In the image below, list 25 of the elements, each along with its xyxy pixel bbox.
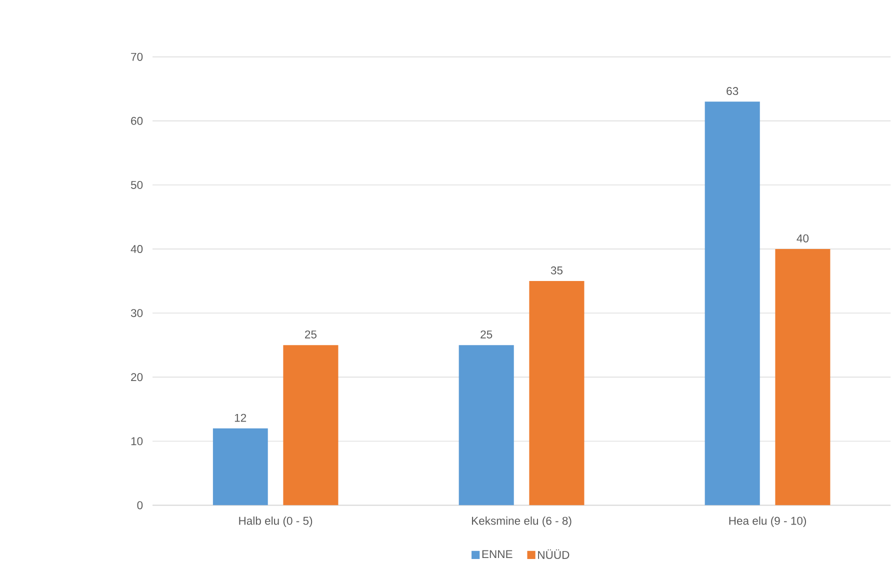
- y-tick-label: 30: [130, 308, 143, 317]
- y-tick-label: 50: [130, 180, 143, 189]
- y-tick-label: 40: [130, 244, 143, 253]
- legend-label: ENNE: [482, 550, 512, 558]
- data-label: 40: [796, 234, 809, 242]
- y-tick-label: 20: [131, 373, 143, 381]
- y-tick-label: 10: [131, 437, 143, 446]
- bar: [529, 280, 584, 506]
- bar: [458, 344, 514, 506]
- y-tick-label: 0: [137, 501, 143, 510]
- data-label: 35: [550, 266, 563, 274]
- bar: [283, 344, 338, 506]
- data-label: 63: [726, 86, 738, 95]
- bar: [212, 428, 268, 506]
- y-tick-label: 70: [131, 52, 143, 61]
- bar: [775, 248, 830, 506]
- data-label: 12: [234, 414, 246, 422]
- x-tick-label: Halb elu (0 - 5): [239, 516, 312, 527]
- bar: [704, 102, 760, 506]
- y-tick-label: 60: [131, 116, 143, 125]
- x-tick-label: Keksmine elu (6 - 8): [472, 516, 572, 527]
- data-label: 25: [305, 330, 317, 338]
- legend-label: NÜÜD: [538, 549, 570, 559]
- data-label: 25: [480, 330, 492, 338]
- x-tick-label: Hea elu (9 - 10): [729, 516, 806, 527]
